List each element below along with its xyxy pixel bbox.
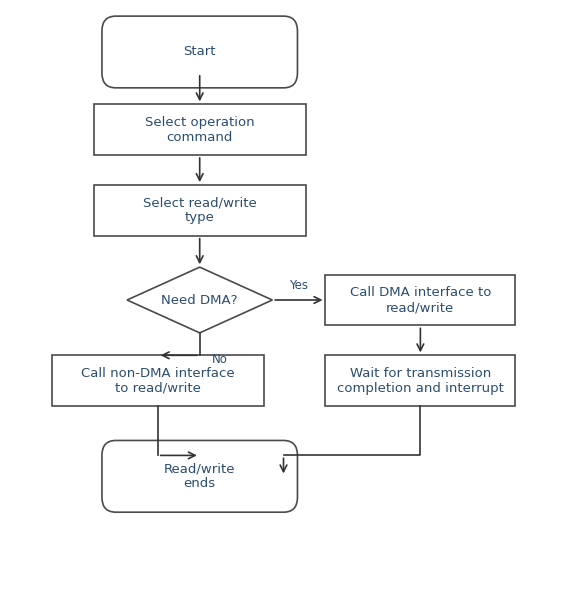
Text: Call non-DMA interface
to read/write: Call non-DMA interface to read/write [81, 367, 235, 395]
FancyBboxPatch shape [325, 275, 515, 325]
FancyBboxPatch shape [102, 16, 298, 88]
Text: No: No [212, 353, 228, 366]
Text: Call DMA interface to
read/write: Call DMA interface to read/write [350, 286, 491, 314]
Text: Select read/write
type: Select read/write type [143, 196, 257, 224]
FancyBboxPatch shape [94, 104, 306, 155]
FancyBboxPatch shape [325, 355, 515, 406]
Polygon shape [127, 267, 272, 333]
Text: Start: Start [184, 45, 216, 59]
FancyBboxPatch shape [94, 185, 306, 236]
Text: Read/write
ends: Read/write ends [164, 462, 235, 490]
FancyBboxPatch shape [102, 441, 298, 512]
Text: Need DMA?: Need DMA? [162, 293, 238, 307]
Text: Wait for transmission
completion and interrupt: Wait for transmission completion and int… [337, 367, 504, 395]
Text: Yes: Yes [289, 279, 308, 292]
FancyBboxPatch shape [52, 355, 264, 406]
Text: Select operation
command: Select operation command [145, 116, 255, 144]
